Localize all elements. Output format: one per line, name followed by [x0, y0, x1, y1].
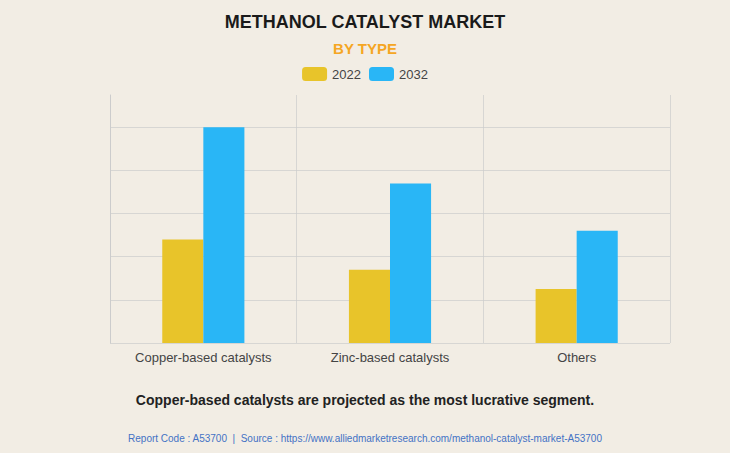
- svg-text:2022: 2022: [332, 67, 361, 82]
- svg-text:Zinc-based catalysts: Zinc-based catalysts: [331, 350, 450, 365]
- svg-text:Report Code : A53700 | Sourc: Report Code : A53700 | Source : https://…: [128, 433, 602, 444]
- svg-text:BY TYPE: BY TYPE: [333, 40, 397, 57]
- svg-text:2032: 2032: [399, 67, 428, 82]
- svg-text:Copper-based catalysts are pro: Copper-based catalysts are projected as …: [136, 392, 594, 408]
- svg-text:Copper-based catalysts: Copper-based catalysts: [135, 350, 272, 365]
- svg-text:METHANOL CATALYST MARKET: METHANOL CATALYST MARKET: [225, 12, 505, 32]
- svg-text:Others: Others: [557, 350, 597, 365]
